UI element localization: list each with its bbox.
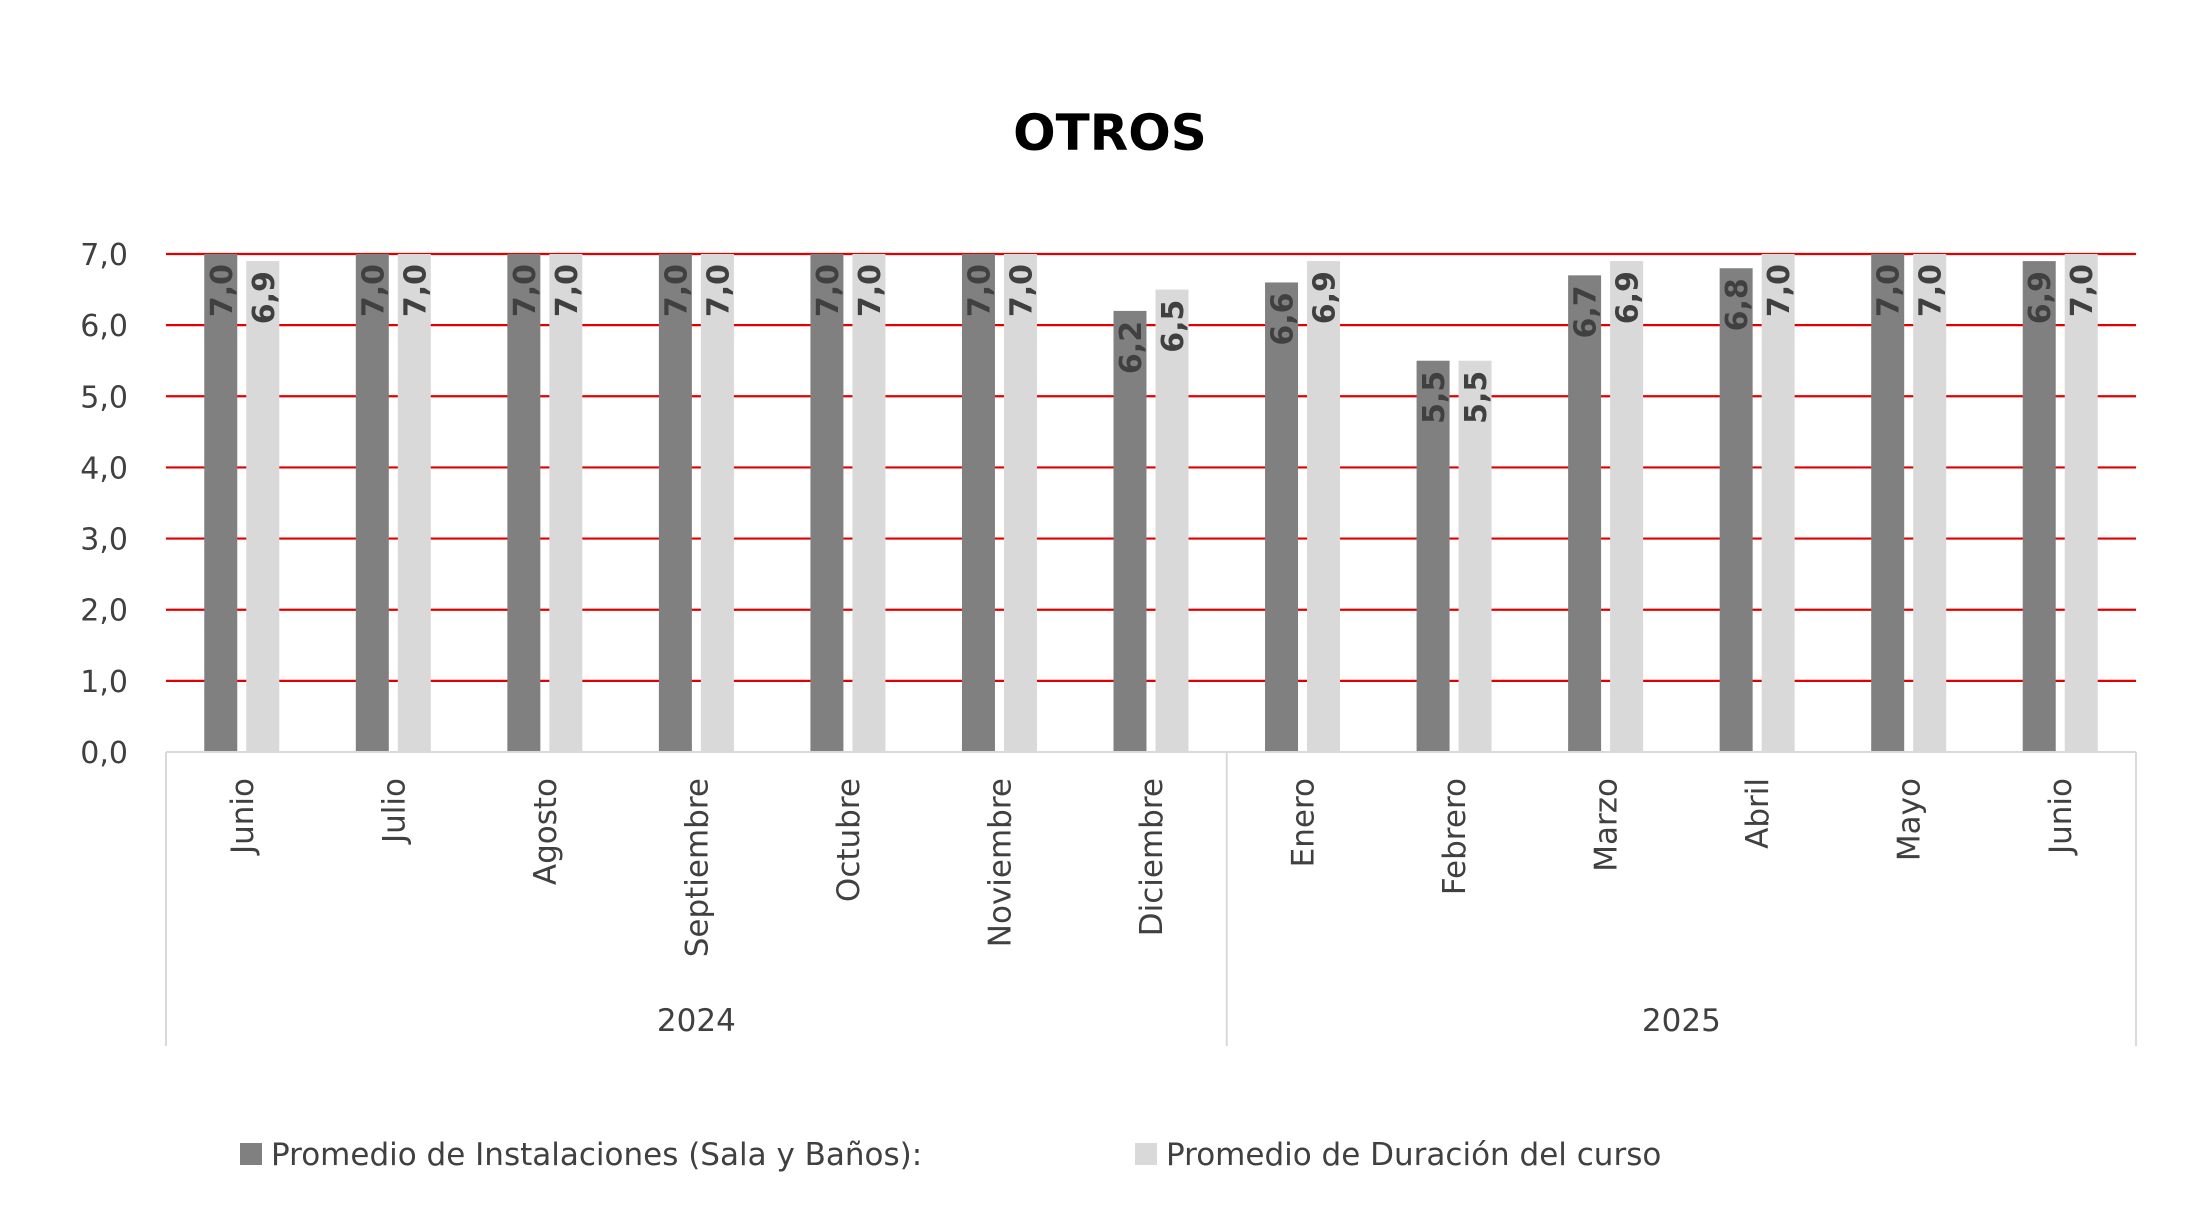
data-label: 5,5	[1417, 371, 1452, 424]
bar	[2064, 254, 2098, 752]
y-tick-label: 3,0	[80, 523, 128, 558]
bar	[961, 254, 995, 752]
bar	[2022, 261, 2056, 752]
bar	[355, 254, 389, 752]
bar	[1003, 254, 1037, 752]
bar	[549, 254, 583, 752]
x-tick-label: Marzo	[1589, 778, 1625, 872]
data-label: 7,0	[205, 264, 240, 317]
chart-title: OTROS	[1013, 104, 1207, 162]
bar	[507, 254, 541, 752]
x-tick-label: Abril	[1740, 778, 1776, 849]
x-tick-label: Agosto	[528, 778, 564, 885]
y-tick-label: 5,0	[80, 380, 128, 415]
data-label: 6,7	[1569, 285, 1604, 338]
bar	[1307, 261, 1341, 752]
data-label: 6,9	[1611, 271, 1646, 324]
x-tick-label: Febrero	[1437, 778, 1473, 895]
data-label: 7,0	[356, 264, 391, 317]
y-axis-ticks: 0,0 1,0 2,0 3,0 4,0 5,0 6,0 7,0	[80, 238, 128, 771]
data-label: 7,0	[2065, 264, 2100, 317]
group-label: 2024	[657, 1003, 736, 1039]
y-tick-label: 2,0	[80, 594, 128, 629]
x-tick-label: Octubre	[831, 778, 867, 902]
bar	[1113, 310, 1147, 752]
bar	[852, 254, 886, 752]
data-label: 6,5	[1156, 300, 1191, 353]
bar	[397, 254, 431, 752]
data-label: 7,0	[1914, 264, 1949, 317]
x-axis: Junio Julio Agosto Septiembre Octubre Noviemb…	[165, 751, 2137, 1046]
data-label: 7,0	[1762, 264, 1797, 317]
x-tick-label: Junio	[2043, 778, 2079, 856]
data-label: 6,9	[247, 271, 282, 324]
data-label: 7,0	[962, 264, 997, 317]
x-tick-label: Septiembre	[679, 778, 715, 957]
y-tick-label: 0,0	[80, 736, 128, 771]
data-labels: 7,0 6,9 7,0 7,0 7,0 7,0 7,0 7,0 7,0 7,0 7,0 7,06,2 6…	[205, 264, 2100, 424]
bar	[1458, 360, 1492, 752]
gridlines	[166, 252, 2136, 682]
x-tick-label: Diciembre	[1134, 778, 1170, 936]
data-label: 6,9	[1308, 271, 1343, 324]
data-label: 7,0	[811, 264, 846, 317]
legend-label: Promedio de Instalaciones (Sala y Baños)…	[271, 1137, 922, 1173]
data-label: 7,0	[659, 264, 694, 317]
bar	[810, 254, 844, 752]
legend-swatch	[240, 1143, 262, 1165]
legend-swatch	[1135, 1143, 1157, 1165]
bars	[204, 254, 2098, 752]
legend-label: Promedio de Duración del curso	[1166, 1137, 1661, 1173]
bar	[1568, 275, 1602, 752]
data-label: 6,2	[1114, 321, 1149, 374]
y-tick-label: 7,0	[80, 238, 128, 273]
bar	[1416, 360, 1450, 752]
x-tick-label: Mayo	[1892, 778, 1928, 861]
bar	[1761, 254, 1795, 752]
data-label: 7,0	[701, 264, 736, 317]
x-tick-label: Julio	[376, 778, 412, 845]
data-label: 6,9	[2023, 271, 2058, 324]
bar	[204, 254, 238, 752]
data-label: 7,0	[550, 264, 585, 317]
data-label: 7,0	[1004, 264, 1039, 317]
data-label: 5,5	[1459, 371, 1494, 424]
bar	[1155, 289, 1189, 752]
x-tick-label: Noviembre	[982, 778, 1018, 947]
data-label: 7,0	[508, 264, 543, 317]
x-tick-label: Junio	[225, 778, 261, 856]
data-label: 7,0	[398, 264, 433, 317]
group-label: 2025	[1642, 1003, 1721, 1039]
data-label: 7,0	[853, 264, 888, 317]
bar	[1719, 268, 1753, 752]
y-tick-label: 6,0	[80, 309, 128, 344]
bar	[1913, 254, 1947, 752]
bar	[658, 254, 692, 752]
legend: Promedio de Instalaciones (Sala y Baños)…	[240, 1137, 1661, 1173]
bar	[1871, 254, 1905, 752]
data-label: 6,6	[1266, 292, 1301, 345]
data-label: 6,8	[1720, 278, 1755, 331]
y-tick-label: 4,0	[80, 451, 128, 486]
bar	[1265, 282, 1299, 752]
bar	[246, 261, 280, 752]
x-tick-label: Enero	[1286, 778, 1322, 867]
bar	[700, 254, 734, 752]
data-label: 7,0	[1872, 264, 1907, 317]
y-tick-label: 1,0	[80, 665, 128, 700]
bar	[1610, 261, 1644, 752]
